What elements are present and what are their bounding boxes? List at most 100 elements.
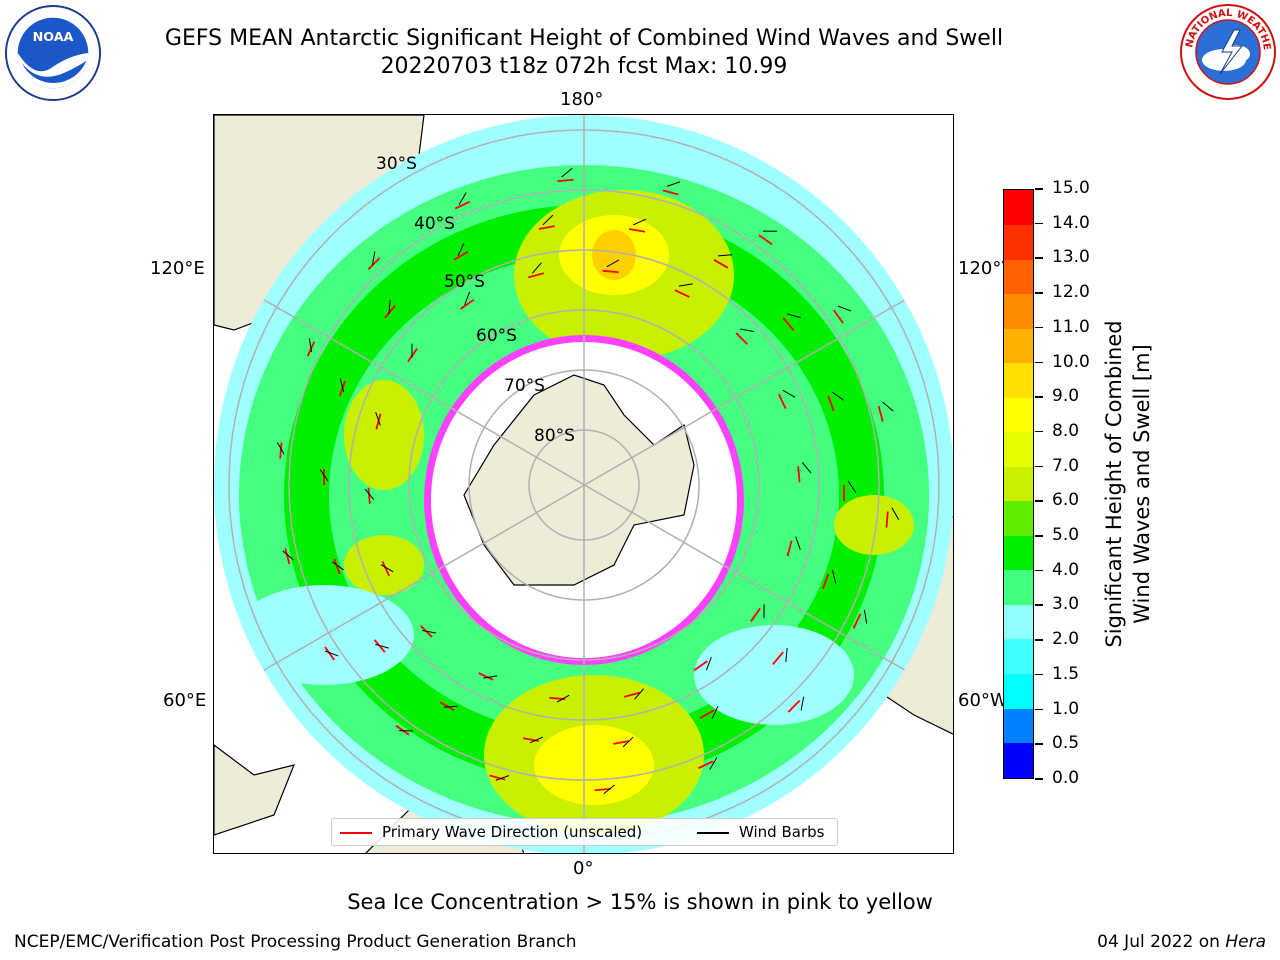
wind-barb (795, 536, 801, 551)
colorbar-tick (1035, 396, 1043, 398)
wave-arrow (786, 540, 793, 557)
wind-barb (308, 338, 313, 353)
lat-label-70: 70°S (504, 376, 545, 396)
wave-arrow (822, 573, 830, 590)
colorbar-tick-label: 4.0 (1052, 559, 1080, 580)
wind-barb (444, 705, 459, 708)
wind-barb (634, 688, 645, 700)
wind-barb (531, 262, 542, 274)
footer-right: 04 Jul 2022 on Hera (1097, 932, 1266, 952)
wave-arrow (662, 189, 679, 196)
wind-barb (606, 259, 620, 268)
colorbar-tick-label: 3.0 (1052, 594, 1080, 615)
wave-arrow (284, 548, 291, 565)
legend-wave-swatch (340, 832, 372, 834)
colorbar-tick (1035, 188, 1043, 190)
noaa-logo: NOAA (4, 4, 102, 102)
colorbar-tick (1035, 465, 1043, 468)
wave-arrow (735, 332, 748, 345)
colorbar-tick-label: 2.0 (1052, 629, 1080, 650)
colorbar-tick-label: 7.0 (1052, 455, 1080, 476)
lat-label-80: 80°S (534, 426, 575, 446)
ocean-field (214, 115, 953, 853)
wave-arrow (333, 558, 341, 575)
wind-barb (324, 650, 339, 657)
wave-arrow (699, 709, 715, 719)
wave-arrow (713, 259, 729, 269)
colorbar-tick (1035, 569, 1043, 572)
wind-barb (837, 305, 852, 312)
colorbar-segment (1004, 431, 1033, 467)
colorbar-tick (1035, 361, 1043, 364)
wave-arrow (594, 787, 611, 792)
wind-barb (380, 564, 394, 573)
wind-barb (863, 609, 868, 624)
colorbar-segment (1004, 673, 1033, 709)
wind-barb (831, 569, 837, 584)
wave-arrow (453, 251, 469, 261)
colorbar-tick (1035, 743, 1043, 745)
polar-map: 30°S 40°S 50°S 60°S 70°S 80°S (214, 115, 953, 853)
colorbar-segment (1004, 638, 1033, 674)
wind-barb (705, 656, 712, 671)
wave-arrow (674, 289, 690, 298)
colorbar-tick-label: 0.0 (1052, 768, 1080, 788)
wave-arrow (750, 607, 761, 622)
colorbar-tick-label: 14.0 (1052, 212, 1090, 233)
wave-arrow (407, 348, 418, 363)
wind-barb (276, 441, 285, 455)
wave-arrow (454, 200, 470, 210)
colorbar-tick-label: 12.0 (1052, 282, 1090, 303)
colorbar-tick (1035, 673, 1043, 676)
wave-arrow (778, 393, 787, 410)
wind-barb (882, 401, 894, 412)
colorbar-tick (1035, 604, 1043, 606)
wave-arrow (460, 298, 475, 310)
colorbar-tick (1035, 326, 1043, 329)
colorbar-tick-label: 6.0 (1052, 490, 1080, 511)
wind-barb (709, 757, 718, 770)
wind-barb (782, 389, 796, 398)
wind-barb (787, 313, 801, 319)
colorbar-tick-label: 10.0 (1052, 351, 1090, 372)
wind-barb (483, 675, 498, 679)
wave-arrow (478, 672, 494, 681)
wave-arrow (381, 560, 390, 577)
colorbar-segment (1004, 535, 1033, 571)
wave-arrow (623, 691, 640, 698)
colorbar-segment (1004, 190, 1033, 226)
colorbar-segment (1004, 707, 1033, 744)
lat-label-40: 40°S (414, 214, 455, 234)
colorbar-segment (1004, 397, 1033, 433)
colorbar-segment (1004, 569, 1033, 605)
colorbar-tick (1035, 778, 1043, 780)
wave-arrow (885, 511, 889, 528)
colorbar-segment (1004, 500, 1033, 536)
wind-barb (739, 328, 754, 333)
colorbar-label: Significant Height of Combined Wind Wave… (1102, 320, 1154, 648)
colorbar-tick (1035, 292, 1043, 294)
colorbar-tick (1035, 257, 1043, 259)
wind-barb (800, 696, 805, 711)
colorbar-tick (1035, 430, 1043, 433)
colorbar-tick (1035, 222, 1043, 225)
wave-arrow (489, 774, 506, 781)
lat-label-60: 60°S (476, 326, 517, 346)
colorbar-tick-label: 1.0 (1052, 698, 1080, 719)
footer-left: NCEP/EMC/Verification Post Processing Pr… (14, 932, 577, 952)
wind-barb (891, 507, 900, 521)
colorbar-segment (1004, 362, 1033, 398)
wind-barb (711, 705, 719, 720)
colorbar-tick-label: 0.5 (1052, 733, 1080, 754)
wave-arrow (787, 700, 801, 713)
wind-barb (282, 550, 294, 561)
map-legend: Primary Wave Direction (unscaled) Wind B… (331, 818, 838, 846)
wind-barb (632, 218, 647, 226)
wave-arrow (852, 613, 862, 629)
wave-arrow (693, 660, 708, 672)
wave-arrow (772, 651, 784, 665)
colorbar-tick-label: 5.0 (1052, 525, 1080, 546)
wave-arrow (613, 740, 630, 745)
wind-barb (785, 648, 788, 663)
colorbar-tick-label: 9.0 (1052, 386, 1080, 407)
